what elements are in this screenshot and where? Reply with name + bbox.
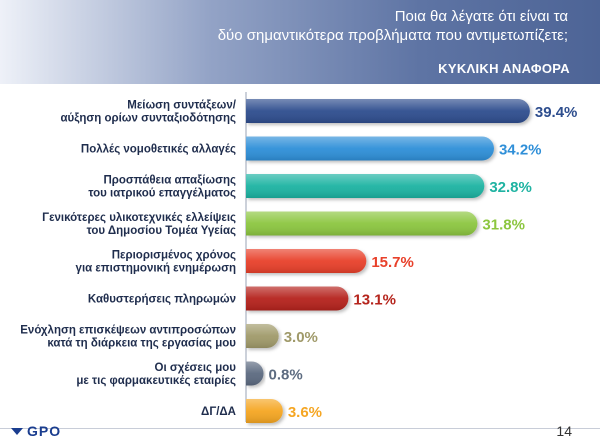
bar-group: 3.6% ΔΓ/ΔΑ bbox=[201, 399, 322, 423]
question-line-1: Ποια θα λέγατε ότι είναι τα bbox=[394, 8, 568, 25]
value-label: 32.8% bbox=[489, 179, 532, 196]
bar-shine bbox=[246, 99, 530, 123]
subtitle: ΚΥΚΛΙΚΗ ΑΝΑΦΟΡΑ bbox=[438, 61, 570, 76]
category-label: ΔΓ/ΔΑ bbox=[201, 406, 236, 418]
category-label: του Δημοσίου Τομέα Υγείας bbox=[87, 225, 236, 237]
bar-group: 3.0% Ενόχληση επισκέψεων αντιπροσώπωνκατά… bbox=[20, 324, 318, 350]
bar-shine bbox=[246, 211, 478, 236]
bar-shine bbox=[246, 136, 494, 161]
bar-group: 39.4% Μείωση συντάξεων/αύξηση ορίων συντα… bbox=[60, 99, 577, 125]
bar-group: 31.8% Γενικότερες υλικοτεχνικές ελλείψεις… bbox=[42, 211, 525, 237]
footer-divider bbox=[0, 428, 600, 429]
page-number: 14 bbox=[556, 423, 572, 439]
gpo-logo: GPO bbox=[10, 423, 61, 439]
bar-shine bbox=[246, 286, 349, 311]
value-label: 13.1% bbox=[353, 292, 396, 309]
value-label: 3.0% bbox=[284, 329, 318, 346]
gpo-logo-icon bbox=[11, 428, 23, 435]
category-label: κατά τη διάρκεια της εργασίας μου bbox=[47, 338, 236, 350]
category-label: Πολλές νομοθετικές αλλαγές bbox=[81, 144, 236, 156]
category-label: αύξηση ορίων συνταξιοδότησης bbox=[60, 113, 236, 125]
category-label: για επιστημονική ενημέρωση bbox=[76, 263, 236, 275]
category-label: με τις φαρμακευτικές εταιρίες bbox=[76, 375, 236, 387]
value-label: 0.8% bbox=[269, 367, 303, 384]
value-label: 34.2% bbox=[499, 142, 542, 159]
bar-group: 13.1% Καθυστερήσεις πληρωμών bbox=[88, 286, 396, 311]
bar-shine bbox=[246, 399, 283, 423]
value-label: 15.7% bbox=[371, 254, 414, 271]
bar-shine bbox=[246, 174, 485, 198]
category-label: Ενόχληση επισκέψεων αντιπροσώπων bbox=[20, 325, 236, 337]
logo-text: GPO bbox=[27, 423, 62, 439]
category-label: Γενικότερες υλικοτεχνικές ελλείψεις bbox=[42, 212, 236, 224]
category-label: Καθυστερήσεις πληρωμών bbox=[88, 294, 236, 306]
bar-group: 34.2% Πολλές νομοθετικές αλλαγές bbox=[81, 136, 542, 161]
value-label: 3.6% bbox=[288, 404, 322, 421]
category-label: Μείωση συντάξεων/ bbox=[127, 100, 237, 112]
bar-shine bbox=[246, 249, 367, 273]
header-banner: Ποια θα λέγατε ότι είναι τα δύο σημαντικ… bbox=[0, 0, 600, 84]
category-label: Περιορισμένος χρόνος bbox=[112, 250, 236, 262]
category-label: Οι σχέσεις μου bbox=[155, 362, 237, 374]
category-label: Προσπάθεια απαξίωσης bbox=[103, 175, 236, 187]
bar-shine bbox=[246, 361, 264, 386]
bar-shine bbox=[246, 324, 279, 348]
value-label: 39.4% bbox=[535, 104, 578, 121]
category-label: του ιατρικού επαγγέλματος bbox=[88, 188, 236, 200]
question-line-2: δύο σημαντικότερα προβλήματα που αντιμετ… bbox=[217, 27, 568, 44]
value-label: 31.8% bbox=[482, 217, 525, 234]
